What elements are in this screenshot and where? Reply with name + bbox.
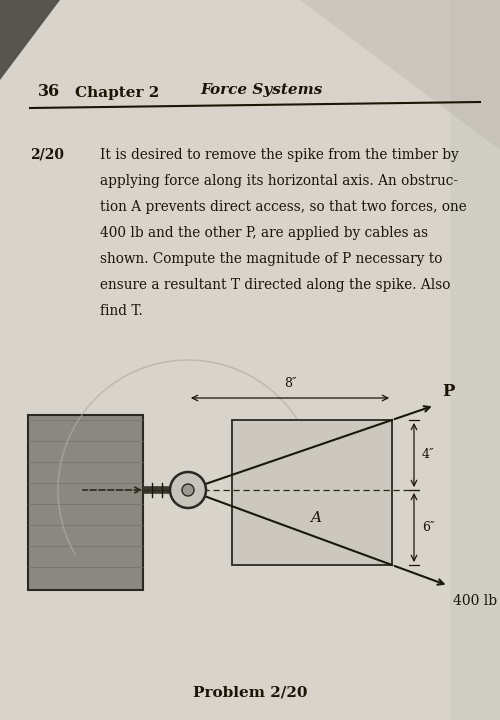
Text: It is desired to remove the spike from the timber by: It is desired to remove the spike from t…	[100, 148, 459, 162]
Circle shape	[170, 472, 206, 508]
Text: Force Systems: Force Systems	[200, 83, 322, 97]
Text: P: P	[442, 383, 455, 400]
Text: ensure a resultant T directed along the spike. Also: ensure a resultant T directed along the …	[100, 278, 451, 292]
Text: 8″: 8″	[284, 377, 296, 390]
Text: 400 lb: 400 lb	[454, 594, 498, 608]
Polygon shape	[0, 0, 60, 80]
Text: applying force along its horizontal axis. An obstruc-: applying force along its horizontal axis…	[100, 174, 458, 188]
Bar	[28, 415, 143, 590]
Text: 36: 36	[38, 83, 60, 100]
Bar	[450, 0, 500, 720]
Text: 2/20: 2/20	[30, 148, 64, 162]
Text: tion A prevents direct access, so that two forces, one: tion A prevents direct access, so that t…	[100, 200, 467, 214]
Circle shape	[182, 484, 194, 496]
Polygon shape	[300, 0, 500, 150]
Text: Problem 2/20: Problem 2/20	[193, 686, 307, 700]
Text: shown. Compute the magnitude of P necessary to: shown. Compute the magnitude of P necess…	[100, 252, 442, 266]
Text: A: A	[310, 511, 320, 525]
Text: 6″: 6″	[422, 521, 434, 534]
Text: 400 lb and the other P, are applied by cables as: 400 lb and the other P, are applied by c…	[100, 226, 428, 240]
Text: find T.: find T.	[100, 304, 143, 318]
Text: Chapter 2: Chapter 2	[75, 86, 159, 100]
Bar	[232, 420, 392, 565]
Text: 4″: 4″	[422, 449, 434, 462]
